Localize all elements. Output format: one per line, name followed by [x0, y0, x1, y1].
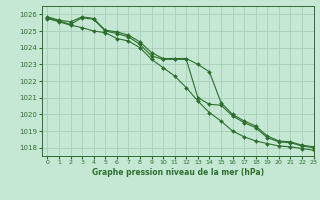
X-axis label: Graphe pression niveau de la mer (hPa): Graphe pression niveau de la mer (hPa)	[92, 168, 264, 177]
